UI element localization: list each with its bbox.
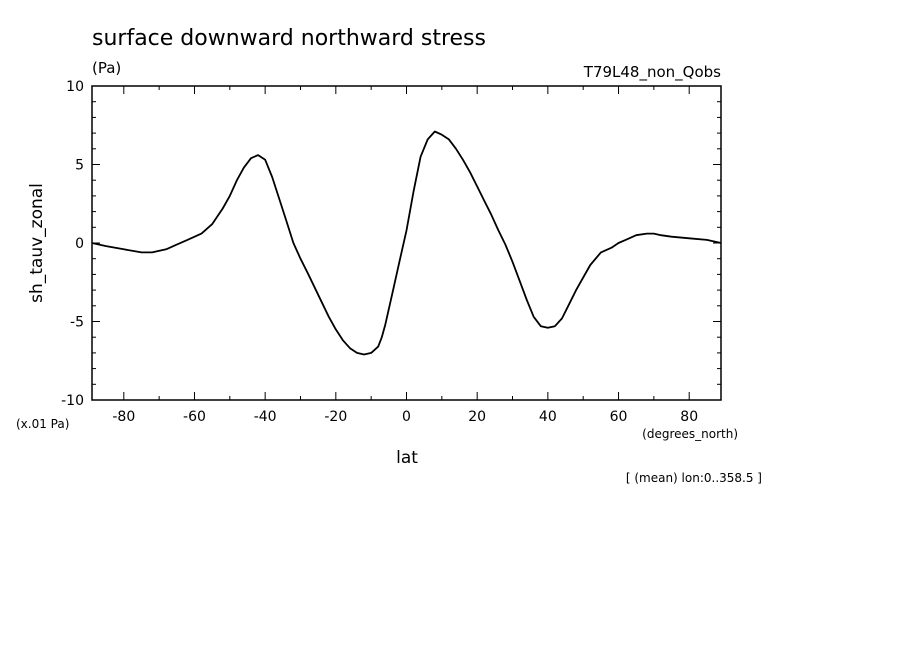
y-tick-label: 0: [75, 236, 84, 252]
y-tick-label: 10: [66, 79, 84, 95]
x-tick-label: -20: [324, 409, 347, 425]
y-scale-note: (x.01 Pa): [16, 417, 69, 431]
x-tick-label: 0: [402, 409, 411, 425]
y-axis-title: sh_tauv_zonal: [27, 183, 47, 303]
footnote: [ (mean) lon:0..358.5 ]: [626, 471, 762, 485]
y-tick-label: 5: [75, 158, 84, 174]
x-tick-label: 40: [539, 409, 557, 425]
x-axis: -80 -60 -40 -20 0 20 40 60 80: [112, 86, 698, 425]
x-tick-label: -60: [183, 409, 206, 425]
series-line: [91, 130, 722, 356]
y-tick-label: -10: [61, 393, 84, 409]
x-units-label: (degrees_north): [642, 427, 738, 441]
y-axis: 10 5 0 -5 -10: [61, 79, 721, 409]
y-tick-label: -5: [70, 315, 84, 331]
x-tick-label: -80: [112, 409, 135, 425]
plot-area: -80 -60 -40 -20 0 20 40 60 80 10 5 0 -5 -10: [61, 79, 722, 425]
units-label: (Pa): [92, 59, 121, 77]
x-axis-title: lat: [396, 448, 418, 468]
x-tick-label: 60: [610, 409, 628, 425]
x-tick-label: 80: [680, 409, 698, 425]
chart-title: surface downward northward stress: [92, 26, 486, 51]
x-tick-label: -40: [254, 409, 277, 425]
experiment-label: T79L48_non_Qobs: [583, 63, 721, 82]
series-layer: [91, 130, 722, 356]
x-tick-label: 20: [468, 409, 486, 425]
